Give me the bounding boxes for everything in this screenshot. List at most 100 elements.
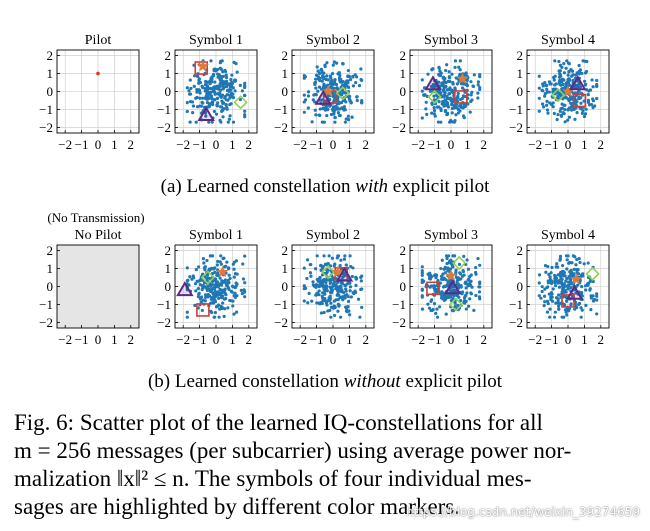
message-point	[474, 265, 478, 270]
message-point	[563, 120, 567, 124]
message-point	[562, 288, 566, 292]
message-point	[348, 285, 353, 289]
message-point	[326, 78, 330, 82]
message-point	[185, 310, 189, 314]
message-point	[537, 109, 541, 113]
message-point	[322, 82, 326, 86]
message-point	[194, 268, 198, 272]
message-point	[306, 301, 310, 305]
message-point	[442, 99, 446, 103]
message-point	[438, 292, 443, 296]
message-point	[223, 287, 227, 291]
message-point	[231, 304, 235, 308]
message-point	[445, 256, 449, 261]
message-point	[420, 280, 424, 284]
message-point	[191, 111, 195, 115]
message-point	[453, 119, 457, 123]
message-point	[200, 308, 204, 313]
message-point	[359, 279, 363, 283]
message-point	[197, 77, 201, 81]
x-tick-label: 0	[448, 332, 455, 347]
y-tick-label: 0	[165, 279, 172, 294]
message-point	[228, 96, 232, 100]
message-point	[440, 258, 444, 262]
message-point	[562, 285, 567, 289]
message-point	[585, 59, 589, 64]
message-point	[439, 120, 443, 124]
message-point	[567, 280, 571, 284]
message-point	[210, 301, 215, 305]
panel-title: Symbol 1	[189, 228, 243, 243]
marker-diamond	[452, 255, 467, 271]
message-point	[591, 85, 595, 89]
x-tick-label: 2	[598, 332, 605, 347]
message-point	[561, 82, 565, 86]
marker-diamond	[448, 297, 464, 312]
message-point	[314, 73, 319, 77]
x-tick-label: −2	[293, 137, 307, 152]
x-tick-label: 1	[346, 332, 353, 347]
message-point	[575, 257, 579, 262]
message-point	[325, 114, 329, 118]
message-point	[579, 315, 583, 319]
message-point	[456, 303, 460, 307]
message-point	[194, 289, 198, 293]
message-point	[348, 98, 352, 103]
message-point	[591, 299, 596, 303]
message-point	[581, 109, 585, 113]
message-point	[476, 91, 480, 95]
message-point	[593, 104, 597, 108]
message-point	[440, 276, 445, 280]
message-point	[548, 275, 552, 279]
message-point	[446, 254, 451, 258]
panel-note: (No Transmission)	[47, 210, 144, 225]
message-point	[329, 301, 333, 305]
message-point	[208, 284, 213, 288]
message-point	[243, 93, 247, 97]
message-point	[586, 92, 590, 97]
y-tick-label: 1	[165, 261, 172, 276]
message-point	[420, 307, 425, 311]
message-point	[198, 104, 202, 108]
message-point	[219, 88, 223, 92]
message-point	[344, 305, 348, 309]
x-tick-label: −1	[545, 332, 559, 347]
plot-area	[57, 245, 139, 328]
message-point	[582, 114, 587, 119]
message-point	[570, 108, 574, 112]
message-point	[225, 76, 229, 80]
message-point	[574, 263, 578, 267]
message-point	[577, 96, 582, 100]
marker-square	[572, 93, 587, 108]
message-point	[569, 272, 573, 277]
message-point	[314, 293, 318, 297]
message-point	[343, 294, 347, 298]
y-tick-label: −1	[39, 297, 53, 312]
message-point	[210, 87, 214, 91]
message-point	[322, 310, 326, 315]
message-point	[577, 63, 581, 68]
message-point	[432, 84, 436, 88]
message-point	[579, 107, 583, 111]
message-point	[217, 73, 221, 77]
message-point	[235, 282, 239, 286]
message-point	[312, 93, 316, 97]
message-point	[331, 105, 336, 109]
y-tick-label: −1	[509, 297, 523, 312]
message-point	[324, 280, 328, 285]
message-point	[430, 101, 434, 105]
panel-title: Symbol 1	[189, 33, 243, 48]
x-tick-label: 0	[330, 137, 337, 152]
message-point	[561, 86, 565, 90]
message-point	[573, 117, 577, 121]
message-point	[477, 290, 482, 294]
message-point	[457, 262, 462, 266]
message-point	[225, 284, 230, 288]
y-tick-label: 0	[47, 84, 54, 99]
message-point	[558, 82, 562, 86]
message-point	[317, 85, 322, 89]
y-tick-label: 2	[47, 48, 54, 63]
message-point	[476, 80, 480, 84]
message-point	[572, 267, 576, 271]
message-point	[583, 83, 588, 87]
